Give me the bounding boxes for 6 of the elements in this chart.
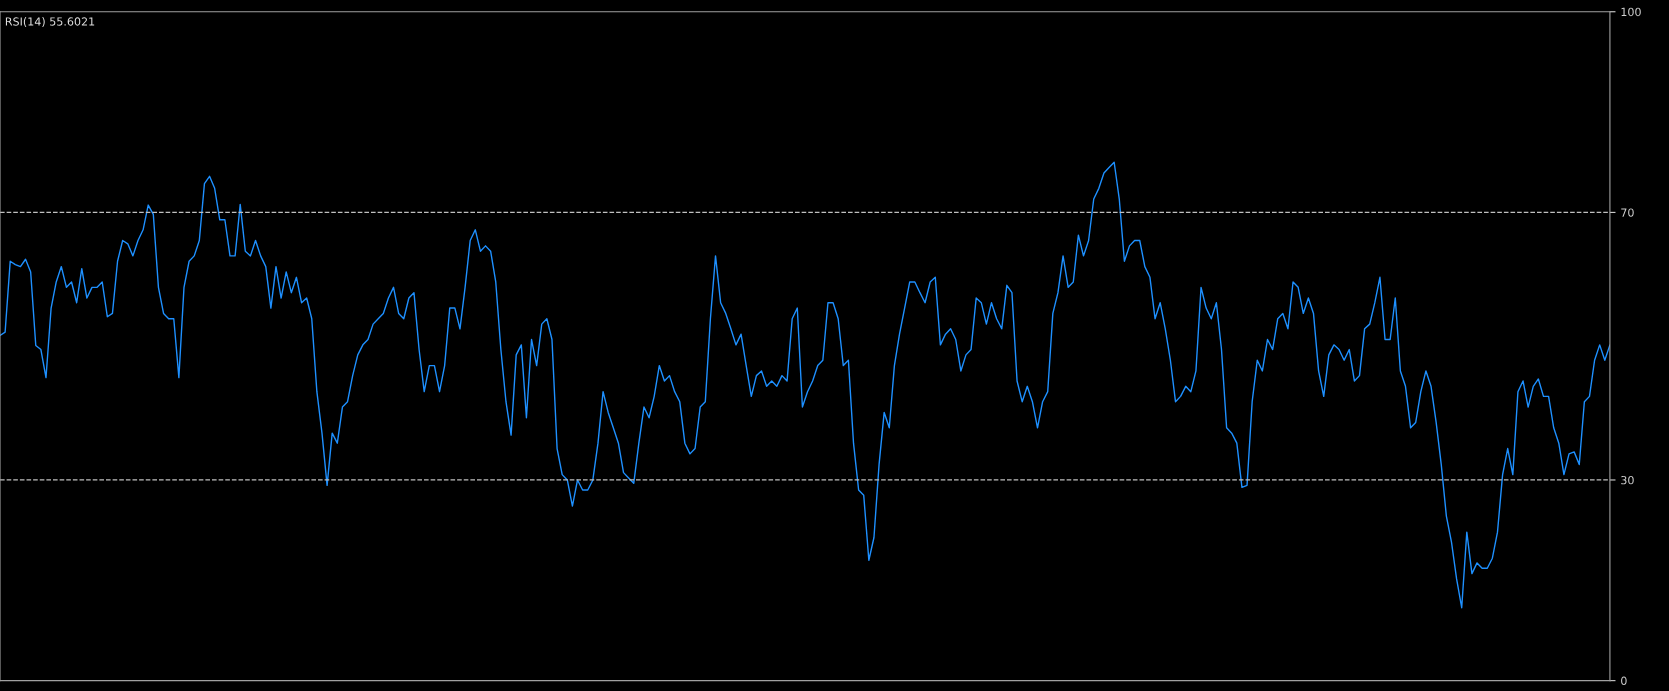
y-tick-label: 0 bbox=[1621, 676, 1627, 686]
line-series bbox=[0, 161, 1610, 609]
y-tick-label: 30 bbox=[1621, 475, 1634, 485]
y-tick-label: 100 bbox=[1621, 7, 1641, 17]
y-tick-label: 70 bbox=[1621, 208, 1634, 217]
chart-title: RSI(14) 55.6021 bbox=[5, 17, 95, 28]
